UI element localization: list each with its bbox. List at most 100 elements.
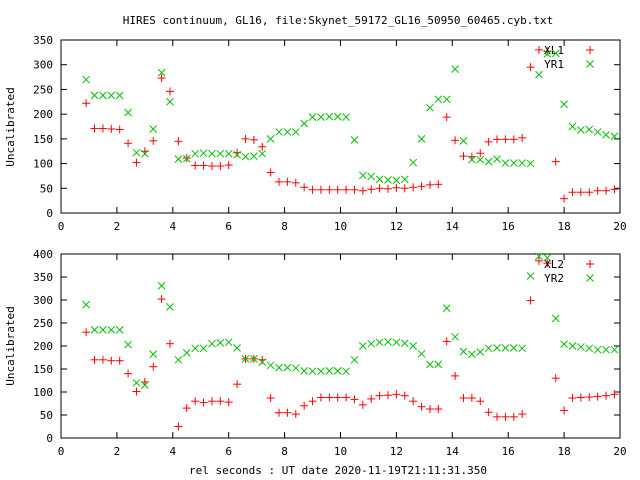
legend-marker-yr1 (586, 60, 594, 68)
x-tick-label: 0 (58, 445, 65, 458)
data-point-yr2 (191, 344, 200, 353)
data-point-xl2 (384, 391, 393, 400)
data-point-yr2 (551, 314, 560, 323)
x-tick-label: 8 (281, 220, 288, 233)
data-point-xl1 (425, 180, 434, 189)
data-point-yr1 (216, 149, 225, 158)
data-point-xl2 (451, 371, 460, 380)
data-point-yr1 (132, 148, 141, 157)
x-tick-label: 6 (225, 220, 232, 233)
data-point-yr1 (317, 113, 325, 121)
data-point-yr2 (417, 349, 426, 358)
data-point-yr2 (585, 344, 594, 353)
data-point-xl1 (191, 161, 200, 170)
data-point-yr2 (283, 363, 292, 372)
data-point-yr2 (375, 338, 384, 347)
data-point-xl2 (484, 408, 493, 417)
data-point-yr1 (367, 172, 376, 181)
data-point-xl1 (224, 161, 233, 170)
data-point-xl2 (325, 393, 334, 402)
y-tick-label: 250 (33, 83, 53, 96)
data-point-yr1 (90, 91, 99, 100)
data-point-yr1 (291, 128, 300, 136)
data-point-xl2 (283, 408, 292, 417)
data-point-yr2 (484, 344, 493, 353)
legend-label-xl1: XL1 (544, 44, 564, 57)
data-point-yr1 (283, 128, 292, 136)
data-point-xl2 (266, 393, 275, 402)
data-point-yr2 (493, 343, 501, 352)
data-point-xl2 (442, 337, 451, 346)
data-point-xl1 (241, 134, 250, 143)
data-point-yr1 (174, 155, 183, 163)
data-point-xl1 (199, 161, 208, 170)
data-point-yr2 (526, 272, 535, 280)
data-point-yr2 (501, 343, 510, 352)
data-point-xl2 (275, 408, 284, 417)
data-point-xl1 (174, 137, 183, 146)
data-point-xl1 (308, 185, 317, 194)
data-point-yr1 (300, 119, 309, 128)
data-point-xl2 (425, 405, 434, 414)
data-point-yr2 (333, 366, 342, 375)
data-point-xl1 (216, 162, 225, 171)
data-point-xl2 (518, 410, 527, 419)
data-point-xl1 (442, 113, 451, 122)
data-point-xl1 (258, 142, 267, 151)
data-point-yr1 (166, 97, 174, 106)
data-point-xl2 (291, 410, 300, 419)
data-point-yr2 (174, 355, 183, 364)
data-point-xl1 (367, 185, 376, 194)
x-tick-label: 8 (281, 445, 288, 458)
data-point-yr1 (333, 112, 342, 121)
data-point-xl2 (174, 422, 183, 431)
data-point-xl1 (316, 185, 325, 194)
data-point-xl1 (534, 45, 543, 54)
data-point-yr1 (375, 175, 384, 184)
data-point-xl1 (157, 74, 166, 83)
data-point-xl1 (392, 183, 401, 192)
data-point-xl1 (358, 186, 367, 195)
data-point-yr2 (275, 363, 283, 372)
y-tick-label: 350 (33, 34, 53, 47)
data-point-xl2 (501, 412, 510, 421)
data-point-yr1 (182, 154, 191, 163)
data-point-yr1 (149, 125, 158, 133)
data-point-xl1 (384, 184, 393, 193)
data-point-yr2 (468, 350, 476, 359)
data-point-xl1 (207, 162, 216, 171)
data-point-xl1 (124, 139, 133, 148)
x-tick-label: 14 (446, 445, 460, 458)
data-point-yr1 (99, 91, 107, 100)
data-point-xl1 (593, 186, 602, 195)
data-point-yr2 (434, 360, 443, 369)
y-tick-label: 150 (33, 363, 53, 376)
y-tick-label: 100 (33, 386, 53, 399)
data-point-xl1 (493, 135, 502, 144)
data-point-yr1 (585, 125, 594, 134)
data-point-yr1 (275, 128, 283, 136)
data-point-yr1 (484, 157, 493, 166)
legend-marker-xl1 (586, 46, 594, 54)
data-point-yr1 (82, 75, 91, 84)
data-point-xl2 (367, 394, 376, 403)
data-point-yr2 (367, 339, 376, 348)
x-tick-label: 18 (557, 445, 570, 458)
data-point-xl2 (543, 259, 552, 268)
data-point-xl1 (325, 185, 334, 194)
data-point-yr1 (518, 159, 527, 167)
data-point-yr2 (99, 326, 107, 334)
data-point-yr1 (115, 91, 124, 100)
data-point-yr1 (501, 159, 510, 167)
data-point-xl1 (342, 185, 351, 194)
y-tick-label: 100 (33, 158, 53, 171)
x-tick-label: 20 (613, 445, 626, 458)
data-point-yr1 (359, 171, 367, 180)
data-point-xl2 (551, 374, 560, 383)
data-point-xl2 (82, 328, 91, 337)
x-axis-label: rel seconds : UT date 2020-11-19T21:11:3… (189, 464, 487, 477)
data-point-yr2 (610, 345, 619, 354)
data-point-xl1 (107, 124, 116, 133)
data-point-yr1 (468, 155, 476, 164)
